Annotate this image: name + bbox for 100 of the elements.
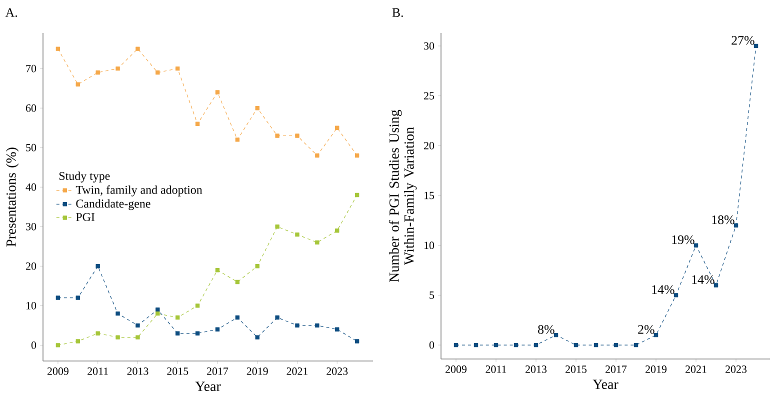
point [295, 134, 300, 138]
point [694, 243, 698, 248]
y-tick-label: 10 [26, 302, 36, 310]
point [335, 228, 340, 233]
point [754, 44, 758, 48]
point [454, 342, 458, 348]
point [295, 323, 300, 328]
point [235, 138, 240, 142]
x-axis-title: Year [195, 382, 221, 392]
annotation: 2% [638, 325, 654, 334]
legend-label: Twin, family and adoption [76, 185, 202, 196]
point [195, 122, 200, 126]
annotation: 14% [692, 275, 714, 284]
y-tick-label: 30 [26, 222, 36, 230]
point [195, 331, 200, 336]
y-tick-label: 0 [429, 341, 434, 349]
point [176, 331, 180, 336]
x-tick-label: 2013 [526, 366, 547, 373]
point [494, 342, 498, 348]
point [275, 134, 280, 138]
point [215, 90, 220, 94]
y-tick-label: 60 [26, 104, 36, 112]
x-tick-label: 2009 [446, 366, 467, 373]
point [96, 331, 100, 336]
point [315, 323, 320, 328]
point [315, 240, 320, 245]
point [136, 335, 140, 340]
y-tick-label: 25 [424, 92, 434, 100]
y-tick-label: 30 [424, 42, 434, 50]
legend-label: Candidate-gene [76, 199, 150, 210]
point [56, 296, 60, 300]
x-tick-label: 2017 [606, 366, 627, 373]
point [674, 293, 678, 298]
x-tick-label: 2011 [88, 368, 108, 375]
point [734, 223, 738, 228]
point [116, 66, 120, 71]
point [354, 153, 360, 158]
x-tick-label: 2021 [286, 368, 308, 375]
annotation: 8% [538, 325, 554, 334]
point [354, 192, 360, 198]
point [554, 332, 558, 338]
legend-title: Study type [59, 172, 110, 182]
annotation: 14% [652, 285, 674, 294]
x-tick-label: 2021 [686, 366, 706, 373]
annotation: 18% [712, 215, 734, 224]
x-tick-label: 2023 [326, 368, 348, 375]
point [195, 304, 200, 308]
y-tick-label: 0 [31, 342, 36, 349]
x-axis-title: Year [592, 380, 618, 390]
y-tick-label: 5 [430, 292, 434, 299]
point [275, 224, 280, 229]
x-tick-label: 2019 [246, 368, 268, 375]
point [335, 327, 340, 332]
point [176, 315, 180, 320]
point [116, 311, 120, 316]
x-tick-label: 2011 [486, 366, 506, 373]
point [574, 342, 578, 348]
x-tick-label: 2017 [207, 368, 228, 375]
y-tick-label: 40 [26, 183, 36, 191]
point [594, 342, 598, 348]
point [96, 70, 100, 75]
point [255, 335, 260, 340]
point [534, 342, 538, 348]
point [76, 82, 80, 86]
legend-label: PGI [76, 213, 95, 222]
y-axis-title: Presentations (%) [6, 148, 19, 247]
point [654, 332, 658, 338]
point [156, 308, 160, 312]
point [255, 264, 260, 268]
point [76, 296, 80, 300]
y-tick-label: 20 [424, 142, 434, 150]
x-tick-label: 2015 [566, 366, 587, 373]
x-tick-label: 2019 [646, 366, 667, 373]
point [614, 342, 618, 348]
point [56, 46, 60, 51]
point [514, 342, 518, 348]
annotation: 27% [732, 36, 754, 45]
point [156, 311, 160, 316]
point [275, 315, 280, 320]
point [335, 126, 340, 130]
point [136, 46, 140, 51]
x-tick-label: 2015 [167, 368, 188, 375]
point [96, 264, 100, 268]
point [315, 153, 320, 158]
point [116, 335, 120, 340]
y-tick-label: 20 [26, 262, 36, 270]
x-tick-label: 2023 [726, 366, 747, 373]
x-tick-label: 2013 [127, 368, 148, 375]
point [215, 268, 220, 272]
point [474, 342, 478, 348]
point [255, 106, 260, 110]
point [156, 70, 160, 75]
y-tick-label: 50 [26, 144, 36, 152]
y-tick-label: 10 [424, 242, 434, 250]
y-tick-label: 15 [424, 192, 434, 200]
point [215, 327, 220, 332]
point [235, 280, 240, 284]
point [295, 232, 300, 237]
point [136, 323, 140, 328]
x-tick-label: 2009 [47, 368, 68, 375]
